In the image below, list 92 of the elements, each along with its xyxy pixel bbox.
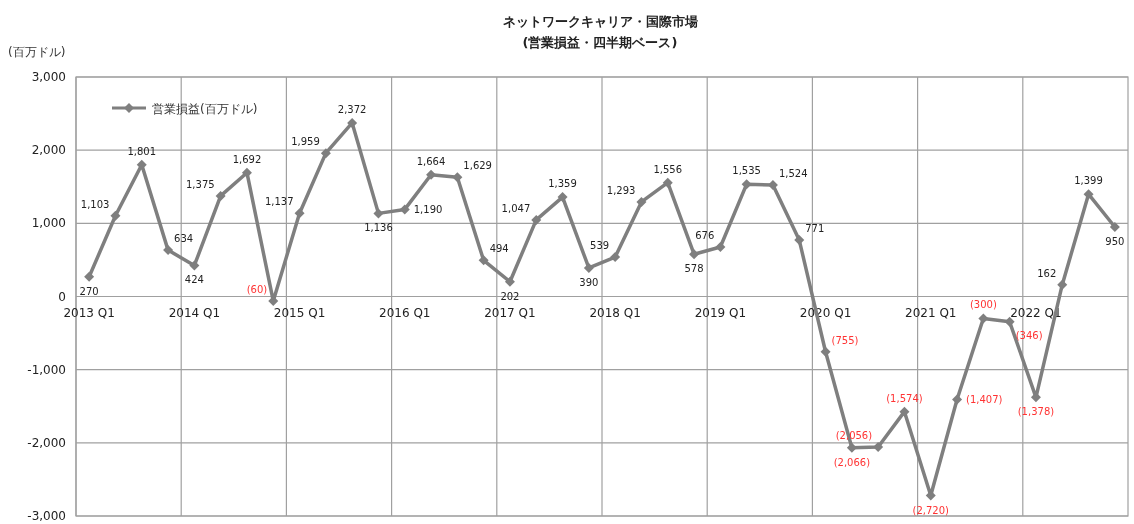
point <box>794 235 805 246</box>
data-label: (1,378) <box>1017 406 1055 418</box>
data-label: 1,556 <box>653 163 683 175</box>
point <box>715 242 726 253</box>
point <box>899 406 910 417</box>
point <box>662 177 673 188</box>
data-label: 1,524 <box>778 167 808 179</box>
point <box>136 159 147 170</box>
point <box>241 167 252 178</box>
data-label: 424 <box>184 274 204 286</box>
point <box>952 394 963 405</box>
data-label: 1,692 <box>232 153 262 165</box>
data-label: 1,959 <box>291 136 320 148</box>
x-tick-label: 2015 Q1 <box>273 305 326 320</box>
point <box>689 249 700 260</box>
data-label: 390 <box>579 276 599 288</box>
data-label: (346) <box>1015 329 1043 341</box>
point <box>347 117 358 128</box>
point <box>846 442 857 453</box>
chart-title: ネットワークキャリア・国際市場 <box>502 14 698 29</box>
data-label: 1,190 <box>413 204 443 216</box>
data-label: 1,664 <box>416 155 446 167</box>
x-tick-label: 2018 Q1 <box>589 305 641 320</box>
point <box>1109 221 1120 232</box>
chart-subtitle: (営業損益・四半期ベース) <box>522 35 678 50</box>
x-tick-label: 2017 Q1 <box>484 305 536 320</box>
data-label: 1,293 <box>606 184 636 196</box>
point <box>320 148 331 159</box>
point <box>215 190 226 201</box>
data-label: (2,066) <box>833 456 871 468</box>
data-label: 634 <box>174 233 194 245</box>
point <box>557 192 568 203</box>
x-tick-label: 2014 Q1 <box>168 305 221 320</box>
data-label: (2,720) <box>912 504 950 516</box>
point <box>163 245 174 256</box>
data-label: 1,535 <box>732 165 761 177</box>
point <box>1057 279 1068 290</box>
data-label: 950 <box>1105 235 1125 247</box>
data-label: (60) <box>246 283 268 295</box>
point <box>741 179 752 190</box>
data-label: 2,372 <box>337 103 367 115</box>
data-label: (1,574) <box>886 392 923 404</box>
x-tick-label: 2016 Q1 <box>379 305 431 320</box>
data-label: 578 <box>684 263 704 275</box>
point <box>452 172 463 183</box>
point <box>820 346 831 357</box>
data-label: (1,407) <box>966 394 1003 406</box>
point <box>373 208 384 219</box>
point <box>504 276 515 287</box>
point <box>531 214 542 225</box>
data-label: 676 <box>695 230 715 242</box>
data-label: 539 <box>590 240 610 252</box>
point <box>873 441 884 452</box>
y-tick-label: -2,000 <box>27 435 66 450</box>
data-label: 1,399 <box>1074 175 1103 187</box>
y-tick-label: -3,000 <box>27 509 66 523</box>
point <box>110 210 121 221</box>
x-tick-label: 2013 Q1 <box>63 305 115 320</box>
point <box>478 255 489 266</box>
x-tick-label: 2019 Q1 <box>694 305 747 320</box>
data-label: 1,375 <box>186 178 215 190</box>
y-tick-label: 1,000 <box>31 216 66 231</box>
data-label: 162 <box>1037 267 1057 279</box>
data-label: (755) <box>831 334 859 346</box>
point <box>294 208 305 219</box>
point <box>610 252 621 263</box>
y-axis-title: (百万ドル) <box>8 45 66 59</box>
point <box>189 260 200 271</box>
data-label: 1,103 <box>80 198 110 210</box>
point <box>978 313 989 324</box>
data-label: 1,137 <box>264 196 294 208</box>
data-label: 494 <box>489 243 509 255</box>
y-tick-label: -1,000 <box>27 362 66 377</box>
point <box>583 262 594 273</box>
y-tick-label: 0 <box>58 289 66 304</box>
data-label: 202 <box>500 290 520 302</box>
point <box>636 196 647 207</box>
data-label: 1,629 <box>463 160 492 172</box>
legend-label: 営業損益(百万ドル) <box>152 102 258 116</box>
data-label: 1,136 <box>364 222 393 234</box>
y-tick-label: 3,000 <box>31 70 66 84</box>
data-label: 1,359 <box>548 178 577 190</box>
x-tick-label: 2021 Q1 <box>905 305 957 320</box>
data-label: 771 <box>805 223 825 235</box>
data-label: (300) <box>969 299 997 311</box>
y-tick-label: 2,000 <box>31 143 66 158</box>
data-label: 1,047 <box>501 202 531 214</box>
point <box>399 204 410 215</box>
point <box>84 271 95 282</box>
point <box>1083 189 1094 200</box>
data-label: 270 <box>79 285 99 297</box>
data-label: 1,801 <box>127 145 157 157</box>
